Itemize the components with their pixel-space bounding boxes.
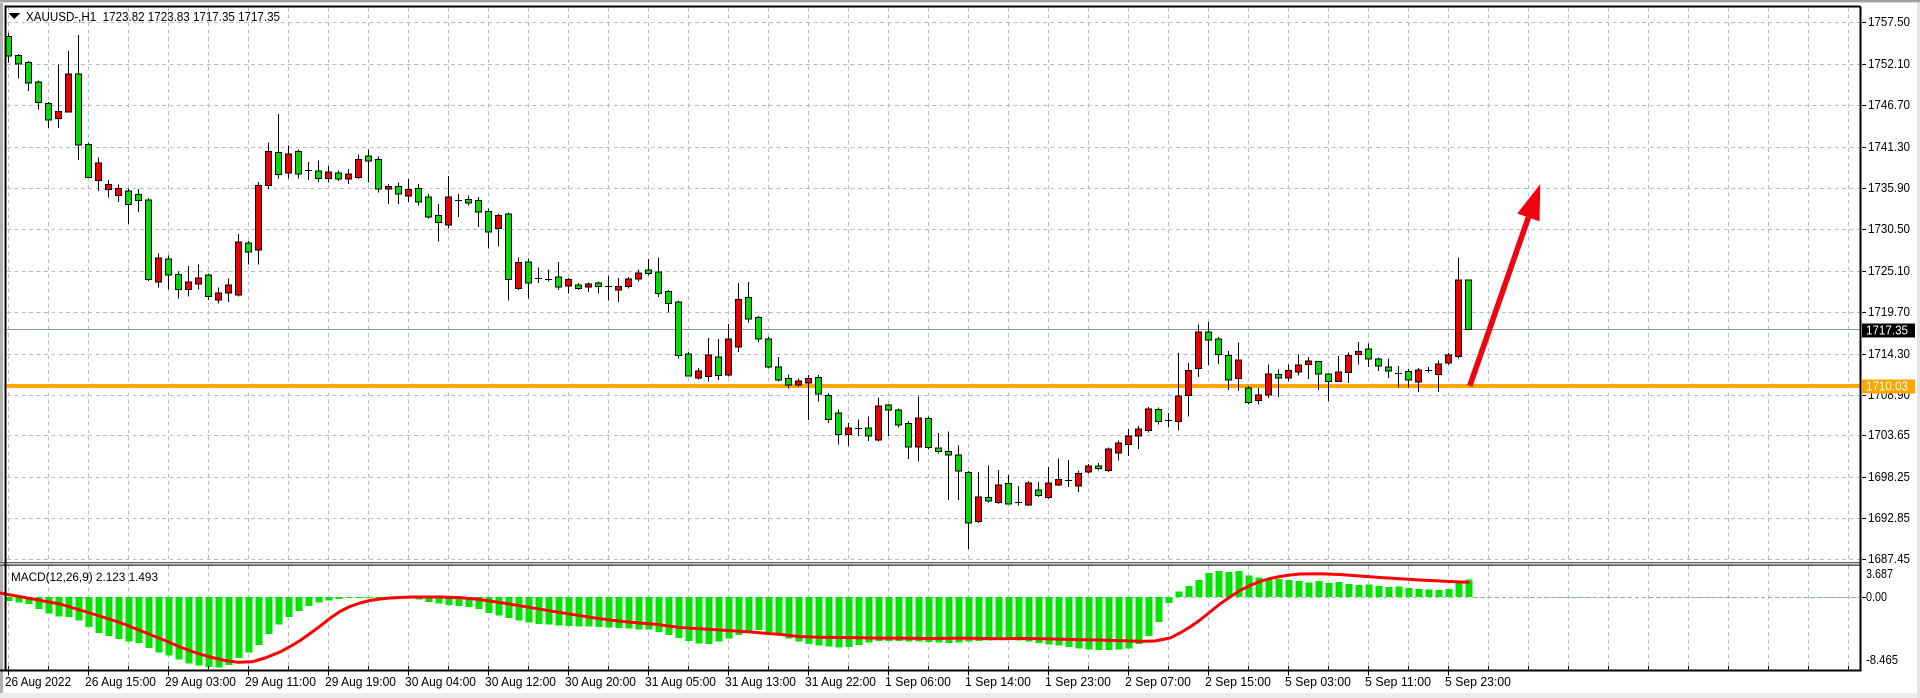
svg-text:31 Aug 05:00: 31 Aug 05:00 <box>645 674 716 689</box>
svg-text:1717.35: 1717.35 <box>1866 323 1908 338</box>
svg-text:1714.30: 1714.30 <box>1868 346 1910 361</box>
svg-text:1 Sep 06:00: 1 Sep 06:00 <box>885 674 951 689</box>
svg-text:29 Aug 19:00: 29 Aug 19:00 <box>325 674 396 689</box>
svg-text:26 Aug 15:00: 26 Aug 15:00 <box>85 674 156 689</box>
svg-text:-8.465: -8.465 <box>1866 652 1898 667</box>
svg-text:MACD(12,26,9) 2.123 1.493: MACD(12,26,9) 2.123 1.493 <box>11 570 158 584</box>
svg-text:1752.10: 1752.10 <box>1868 56 1910 71</box>
svg-text:1730.50: 1730.50 <box>1868 221 1910 236</box>
svg-text:31 Aug 22:00: 31 Aug 22:00 <box>805 674 876 689</box>
svg-text:1687.45: 1687.45 <box>1868 551 1910 566</box>
svg-text:26 Aug 2022: 26 Aug 2022 <box>5 674 71 689</box>
svg-text:1735.90: 1735.90 <box>1868 180 1910 195</box>
svg-text:1710.03: 1710.03 <box>1866 379 1908 394</box>
svg-text:1741.30: 1741.30 <box>1868 139 1910 154</box>
svg-text:3.687: 3.687 <box>1866 566 1893 581</box>
svg-text:1757.50: 1757.50 <box>1868 14 1910 29</box>
svg-text:2 Sep 15:00: 2 Sep 15:00 <box>1205 674 1271 689</box>
svg-text:30 Aug 04:00: 30 Aug 04:00 <box>405 674 476 689</box>
svg-text:30 Aug 20:00: 30 Aug 20:00 <box>565 674 636 689</box>
svg-text:31 Aug 13:00: 31 Aug 13:00 <box>725 674 796 689</box>
svg-text:1698.25: 1698.25 <box>1868 469 1910 484</box>
svg-text:1692.85: 1692.85 <box>1868 510 1910 525</box>
svg-text:29 Aug 11:00: 29 Aug 11:00 <box>245 674 316 689</box>
svg-text:XAUUSD-,H1 1723.82 1723.83 17: XAUUSD-,H1 1723.82 1723.83 1717.35 1717.… <box>26 9 280 24</box>
svg-text:1703.65: 1703.65 <box>1868 427 1910 442</box>
svg-text:0.00: 0.00 <box>1866 589 1887 604</box>
svg-text:5 Sep 23:00: 5 Sep 23:00 <box>1445 674 1511 689</box>
svg-text:5 Sep 03:00: 5 Sep 03:00 <box>1285 674 1351 689</box>
svg-text:30 Aug 12:00: 30 Aug 12:00 <box>485 674 556 689</box>
svg-text:1719.70: 1719.70 <box>1868 304 1910 319</box>
svg-text:2 Sep 07:00: 2 Sep 07:00 <box>1125 674 1191 689</box>
svg-text:5 Sep 11:00: 5 Sep 11:00 <box>1365 674 1431 689</box>
svg-text:1725.10: 1725.10 <box>1868 263 1910 278</box>
svg-text:1 Sep 23:00: 1 Sep 23:00 <box>1045 674 1111 689</box>
svg-text:1 Sep 14:00: 1 Sep 14:00 <box>965 674 1031 689</box>
svg-text:1746.70: 1746.70 <box>1868 97 1910 112</box>
svg-text:29 Aug 03:00: 29 Aug 03:00 <box>165 674 236 689</box>
